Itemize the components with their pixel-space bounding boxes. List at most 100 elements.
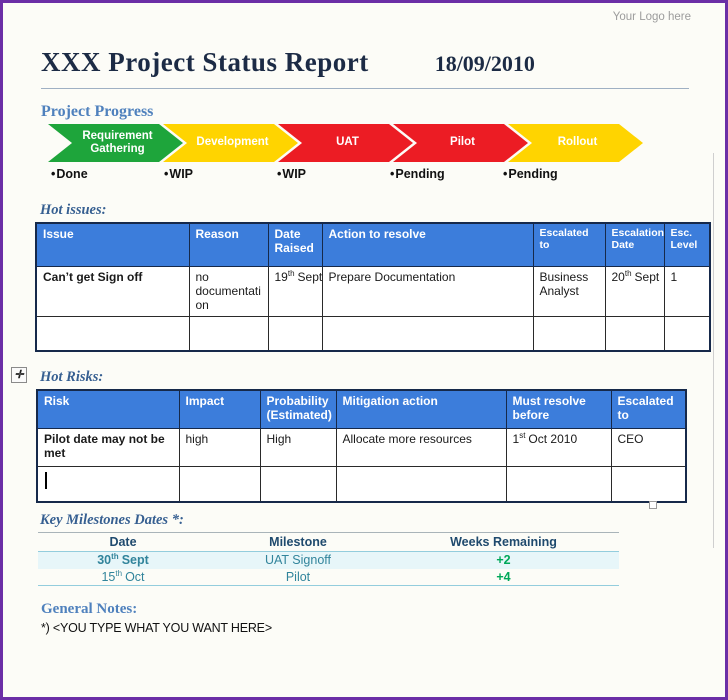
hot-issues-header-row: Issue Reason Date Raised Action to resol… (35, 222, 711, 267)
esc-level-cell[interactable]: 1 (663, 265, 711, 317)
stage-rollout[interactable]: Rollout (508, 124, 643, 162)
issue-empty-row (35, 315, 711, 352)
col-escalated-to: Escalated to (532, 222, 606, 267)
stage-requirement-gathering[interactable]: Requirement Gathering (48, 124, 183, 162)
hot-risks-heading-row: ✛ Hot Risks: (11, 367, 725, 386)
page-title: XXX Project Status Report (41, 47, 369, 77)
action-cell[interactable]: Prepare Documentation (321, 265, 534, 317)
bullet-icon: • (390, 167, 395, 181)
date-month: Oct 2010 (528, 431, 578, 446)
date-day: 15 (101, 569, 116, 584)
progress-heading: Project Progress (41, 103, 154, 120)
empty-cell[interactable] (178, 465, 261, 503)
escalated-to-cell[interactable]: Business Analyst (532, 265, 606, 317)
hot-risks-heading: Hot Risks: (40, 369, 104, 385)
milestones-table: Date Milestone Weeks Remaining 30th Sept … (38, 532, 619, 586)
empty-cell[interactable] (35, 315, 190, 352)
date-suffix: st (519, 430, 526, 440)
weeks-remaining-cell[interactable]: +4 (388, 568, 619, 586)
stage-uat[interactable]: UAT (278, 124, 413, 162)
status-wip-2: •WIP (274, 167, 387, 181)
milestone-name-cell[interactable]: Pilot (208, 568, 388, 586)
escalation-date-cell[interactable]: 20th Sept (604, 265, 665, 317)
weeks-remaining-cell[interactable]: +2 (388, 551, 619, 569)
col-date-raised: Date Raised (267, 222, 323, 267)
bullet-icon: • (164, 167, 169, 181)
col-probability: Probability (Estimated) (259, 389, 337, 429)
empty-cell[interactable] (335, 465, 507, 503)
risk-cell[interactable]: Pilot date may not be met (36, 427, 180, 467)
col-escalation-date: Escalation Date (604, 222, 665, 267)
date-day: 19 (274, 269, 288, 284)
mitigation-cell[interactable]: Allocate more resources (335, 427, 507, 467)
milestone-name-cell[interactable]: UAT Signoff (208, 551, 388, 569)
milestones-header-row: Date Milestone Weeks Remaining (38, 532, 619, 552)
date-month: Sept (297, 269, 323, 284)
risk-escalated-to-cell[interactable]: CEO (610, 427, 687, 467)
date-month: Sept (634, 269, 660, 284)
progress-chevrons: Requirement Gathering Development UAT Pi… (48, 124, 725, 162)
date-day: 20 (611, 269, 625, 284)
date-suffix: th (111, 552, 119, 562)
status-label: Pending (508, 167, 558, 181)
date-raised-cell[interactable]: 19th Sept (267, 265, 323, 317)
milestones-heading: Key Milestones Dates *: (40, 512, 184, 528)
col-milestone: Milestone (208, 532, 388, 552)
stage-development[interactable]: Development (163, 124, 298, 162)
status-wip-1: •WIP (161, 167, 274, 181)
table-resize-handle[interactable] (649, 501, 657, 509)
empty-cell[interactable] (188, 315, 269, 352)
status-done: •Done (48, 167, 161, 181)
status-label: WIP (282, 167, 306, 181)
empty-cell[interactable] (36, 465, 180, 503)
date-month: Sept (121, 553, 149, 568)
risk-row: Pilot date may not be met high High Allo… (36, 427, 687, 467)
col-esc-level: Esc. Level (663, 222, 711, 267)
col-weeks-remaining: Weeks Remaining (388, 532, 619, 552)
col-impact: Impact (178, 389, 261, 429)
date-day: 1 (512, 431, 520, 446)
col-issue: Issue (35, 222, 190, 267)
empty-cell[interactable] (267, 315, 323, 352)
impact-cell[interactable]: high (178, 427, 261, 467)
empty-cell[interactable] (663, 315, 711, 352)
col-reason: Reason (188, 222, 269, 267)
text-cursor (45, 471, 47, 489)
empty-cell[interactable] (505, 465, 612, 503)
milestone-date-cell[interactable]: 15th Oct (38, 568, 208, 586)
must-resolve-cell[interactable]: 1st Oct 2010 (505, 427, 612, 467)
col-mitigation: Mitigation action (335, 389, 507, 429)
reason-cell[interactable]: no documentation (188, 265, 269, 317)
col-risk-escalated-to: Escalated to (610, 389, 687, 429)
bullet-icon: • (503, 167, 508, 181)
logo-placeholder[interactable]: Your Logo here (612, 11, 691, 23)
empty-cell[interactable] (610, 465, 687, 503)
table-move-handle-icon[interactable]: ✛ (11, 367, 27, 383)
date-suffix: th (624, 268, 632, 278)
issue-cell[interactable]: Can’t get Sign off (35, 265, 190, 317)
empty-cell[interactable] (259, 465, 337, 503)
status-pending-1: •Pending (387, 167, 500, 181)
col-must-resolve: Must resolve before (505, 389, 612, 429)
milestone-row: 30th Sept UAT Signoff +2 (38, 551, 619, 569)
stage-statuses: •Done •WIP •WIP •Pending •Pending (48, 167, 725, 181)
general-notes-text[interactable]: *) <YOU TYPE WHAT YOU WANT HERE> (41, 621, 272, 635)
col-date: Date (38, 532, 208, 552)
stage-pilot[interactable]: Pilot (393, 124, 528, 162)
empty-cell[interactable] (532, 315, 606, 352)
report-header: XXX Project Status Report 18/09/2010 (41, 47, 689, 89)
status-label: WIP (169, 167, 193, 181)
date-suffix: th (287, 268, 295, 278)
col-action: Action to resolve (321, 222, 534, 267)
report-date: 18/09/2010 (434, 51, 535, 76)
hot-risks-table: Risk Impact Probability (Estimated) Miti… (36, 389, 687, 503)
empty-cell[interactable] (321, 315, 534, 352)
milestone-date-cell[interactable]: 30th Sept (38, 551, 208, 569)
probability-cell[interactable]: High (259, 427, 337, 467)
date-month: Oct (125, 569, 145, 584)
hot-risks-header-row: Risk Impact Probability (Estimated) Miti… (36, 389, 687, 429)
date-suffix: th (115, 568, 123, 578)
milestone-row: 15th Oct Pilot +4 (38, 568, 619, 586)
empty-cell[interactable] (604, 315, 665, 352)
